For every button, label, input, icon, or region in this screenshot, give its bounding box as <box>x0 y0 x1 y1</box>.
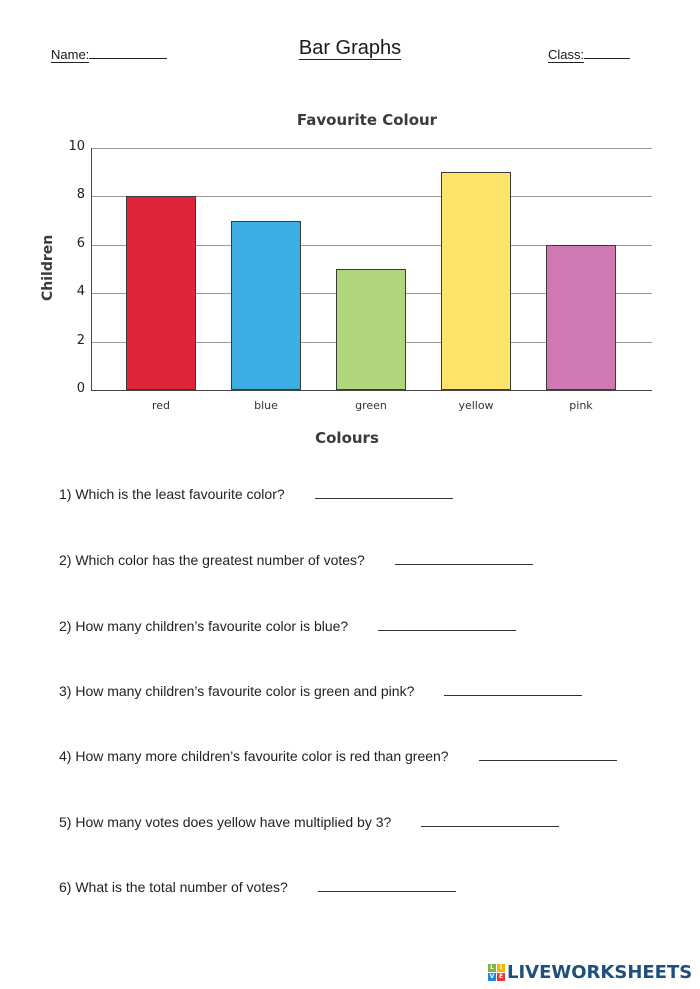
question-2: 2) Which color has the greatest number o… <box>59 552 533 568</box>
question-5: 4) How many more children’s favourite co… <box>59 748 617 764</box>
x-tick-label: green <box>355 399 387 412</box>
y-tick-label: 0 <box>76 381 85 396</box>
gridline <box>91 244 652 246</box>
y-tick-label: 6 <box>76 235 85 251</box>
page-title: Bar Graphs <box>298 37 402 60</box>
question-1: 1) Which is the least favourite color? <box>59 486 453 502</box>
chart-title: Favourite Colour <box>296 111 438 129</box>
x-axis <box>91 390 652 391</box>
name-blank[interactable] <box>89 46 168 59</box>
bar-yellow <box>441 172 511 390</box>
class-blank[interactable] <box>584 46 631 59</box>
y-tick-label: 4 <box>76 284 85 300</box>
answer-blank-3[interactable] <box>378 618 517 631</box>
question-7: 6) What is the total number of votes? <box>59 879 456 895</box>
x-tick-label: pink <box>569 399 593 412</box>
question-4: 3) How many children’s favourite color i… <box>59 683 583 699</box>
x-tick-label: blue <box>254 399 278 412</box>
x-axis-label: Colours <box>315 429 379 447</box>
question-6: 5) How many votes does yellow have multi… <box>59 814 560 830</box>
y-tick-label: 8 <box>76 187 85 203</box>
x-tick-label: red <box>151 399 171 412</box>
x-tick-label: yellow <box>458 399 494 412</box>
bar-blue <box>231 220 301 390</box>
bar-green <box>336 269 406 390</box>
answer-blank-1[interactable] <box>314 486 453 499</box>
answer-blank-2[interactable] <box>394 552 533 565</box>
bar-red <box>126 196 196 390</box>
liveworksheets-brand: L I V E LIVEWORKSHEETS <box>488 962 692 983</box>
class-field: Class: <box>548 46 631 63</box>
brand-text: LIVEWORKSHEETS <box>507 962 693 983</box>
answer-blank-5[interactable] <box>478 748 617 761</box>
gridline <box>91 196 652 198</box>
bar-pink <box>546 244 616 390</box>
y-axis-label: Children <box>40 234 56 301</box>
liveworksheets-logo-icon: L I V E <box>488 964 505 981</box>
answer-blank-6[interactable] <box>421 814 560 827</box>
y-tick-label: 2 <box>76 332 85 348</box>
question-3: 2) How many children’s favourite color i… <box>59 618 517 634</box>
y-tick-label: 10 <box>68 139 85 154</box>
answer-blank-7[interactable] <box>317 879 456 892</box>
gridline <box>91 148 652 149</box>
answer-blank-4[interactable] <box>444 683 583 696</box>
name-label: Name: <box>51 47 90 63</box>
name-field: Name: <box>51 46 168 63</box>
class-label: Class: <box>548 47 585 63</box>
y-axis <box>91 148 92 390</box>
